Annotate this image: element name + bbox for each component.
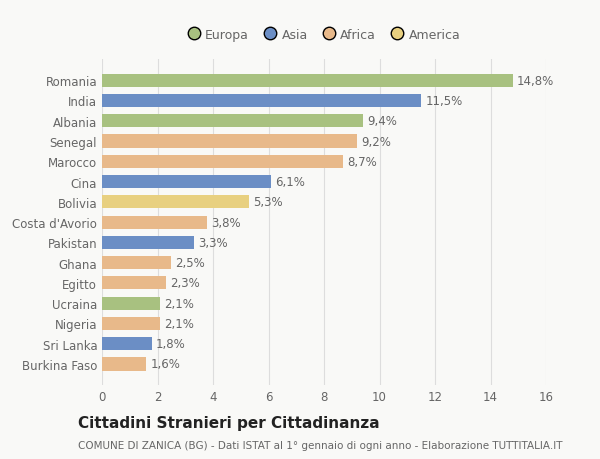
Text: 6,1%: 6,1% [275, 176, 305, 189]
Text: 14,8%: 14,8% [517, 74, 554, 88]
Bar [102, 277, 166, 290]
Bar [102, 115, 363, 128]
Text: 8,7%: 8,7% [347, 156, 377, 168]
Text: 5,3%: 5,3% [253, 196, 283, 209]
Bar [102, 176, 271, 189]
Bar [102, 74, 513, 88]
Bar [102, 337, 152, 351]
Bar [102, 156, 343, 168]
Text: 9,2%: 9,2% [361, 135, 391, 148]
Text: 2,3%: 2,3% [170, 277, 200, 290]
Text: COMUNE DI ZANICA (BG) - Dati ISTAT al 1° gennaio di ogni anno - Elaborazione TUT: COMUNE DI ZANICA (BG) - Dati ISTAT al 1°… [78, 440, 563, 450]
Text: 2,1%: 2,1% [164, 317, 194, 330]
Text: Cittadini Stranieri per Cittadinanza: Cittadini Stranieri per Cittadinanza [78, 415, 380, 431]
Text: 1,8%: 1,8% [156, 337, 186, 350]
Bar [102, 236, 194, 249]
Bar [102, 95, 421, 108]
Bar [102, 297, 160, 310]
Bar [102, 358, 146, 371]
Bar [102, 216, 208, 229]
Text: 3,3%: 3,3% [198, 236, 227, 249]
Bar [102, 257, 172, 269]
Bar [102, 135, 358, 148]
Text: 2,1%: 2,1% [164, 297, 194, 310]
Text: 3,8%: 3,8% [212, 216, 241, 229]
Bar [102, 317, 160, 330]
Bar [102, 196, 249, 209]
Text: 9,4%: 9,4% [367, 115, 397, 128]
Text: 1,6%: 1,6% [151, 358, 181, 371]
Text: 11,5%: 11,5% [425, 95, 463, 108]
Legend: Europa, Asia, Africa, America: Europa, Asia, Africa, America [182, 23, 466, 46]
Text: 2,5%: 2,5% [176, 257, 205, 269]
